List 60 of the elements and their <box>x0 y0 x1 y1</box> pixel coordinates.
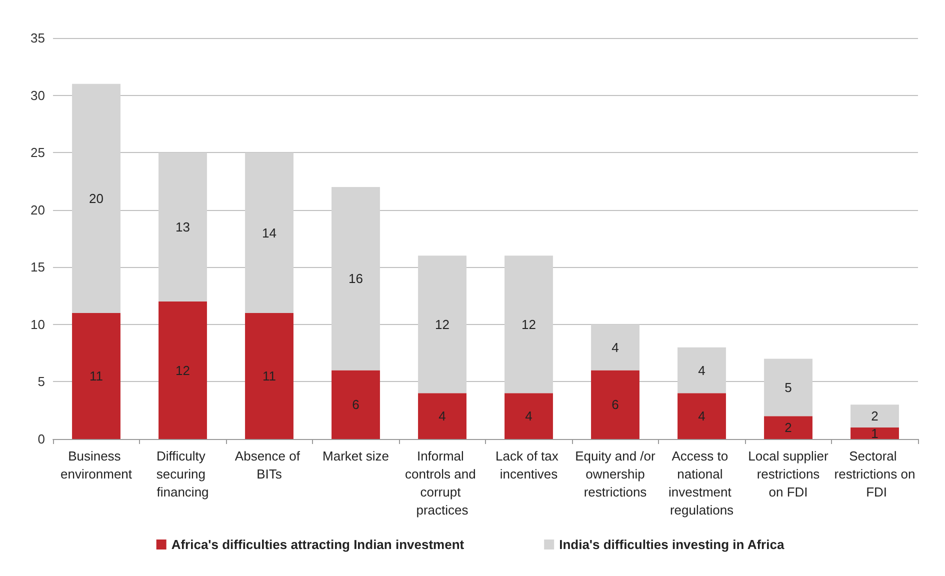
x-tick-label: Lack of tax incentives <box>496 448 562 482</box>
data-label: 4 <box>525 408 532 424</box>
data-label: 11 <box>90 368 103 384</box>
data-label: 5 <box>784 380 792 395</box>
x-tick-label: Business environment <box>60 448 132 482</box>
data-label: 16 <box>348 271 363 286</box>
legend-label: India's difficulties investing in Africa <box>559 537 785 552</box>
data-label: 4 <box>612 340 619 355</box>
bar <box>332 370 380 439</box>
y-tick-label: 20 <box>30 202 45 218</box>
data-label: 12 <box>522 316 536 332</box>
bar <box>418 256 466 394</box>
bar <box>158 152 207 302</box>
bar <box>504 393 553 439</box>
data-label: 20 <box>89 190 104 206</box>
data-label: 13 <box>176 220 190 235</box>
data-label: 4 <box>698 408 706 424</box>
bar <box>245 152 294 313</box>
bar <box>418 393 466 439</box>
bar <box>72 312 120 439</box>
x-tick-label: Informal controls and corrupt practices <box>405 448 480 518</box>
x-tick-label: Sectoral restrictions on FDI <box>834 448 916 500</box>
y-tick-label: 10 <box>30 316 45 332</box>
data-label: 11 <box>262 368 276 384</box>
bar <box>591 370 640 439</box>
y-tick-label: 15 <box>30 260 45 275</box>
data-label: 12 <box>176 362 190 378</box>
data-label: 14 <box>262 225 276 240</box>
y-tick-label: 35 <box>30 30 45 46</box>
y-tick-label: 5 <box>38 374 45 390</box>
bar <box>764 358 812 416</box>
data-label: 2 <box>871 408 878 424</box>
data-label: 1 <box>871 426 878 441</box>
bar <box>332 186 380 370</box>
data-label: 4 <box>698 362 706 378</box>
x-tick-label: Difficulty securing financing <box>156 448 210 500</box>
bar <box>591 324 640 370</box>
x-tick-label: Equity and /or ownership restrictions <box>575 448 656 500</box>
bar <box>72 84 120 313</box>
x-tick-label: Local supplier restrictions on FDI <box>748 448 830 500</box>
data-label: 12 <box>435 316 450 332</box>
data-label: 2 <box>784 420 792 436</box>
data-label: 6 <box>352 397 360 412</box>
bar <box>850 404 899 428</box>
bar <box>504 256 553 394</box>
bar <box>678 347 726 394</box>
bar <box>850 428 899 439</box>
y-tick-label: 30 <box>30 88 45 103</box>
data-label: 4 <box>438 408 446 424</box>
data-label: 6 <box>612 397 619 412</box>
bar <box>764 416 812 439</box>
y-tick-label: 25 <box>30 145 45 160</box>
bar <box>245 312 294 439</box>
x-tick-label: Access to national investment regulations <box>668 448 735 518</box>
x-tick-label: Absence of BITs <box>234 448 304 482</box>
bar <box>158 302 207 439</box>
y-tick-label: 0 <box>38 432 45 446</box>
x-tick-label: Market size <box>322 448 389 464</box>
legend-label: Africa's difficulties attracting Indian investment <box>171 537 465 552</box>
bar <box>678 393 726 439</box>
